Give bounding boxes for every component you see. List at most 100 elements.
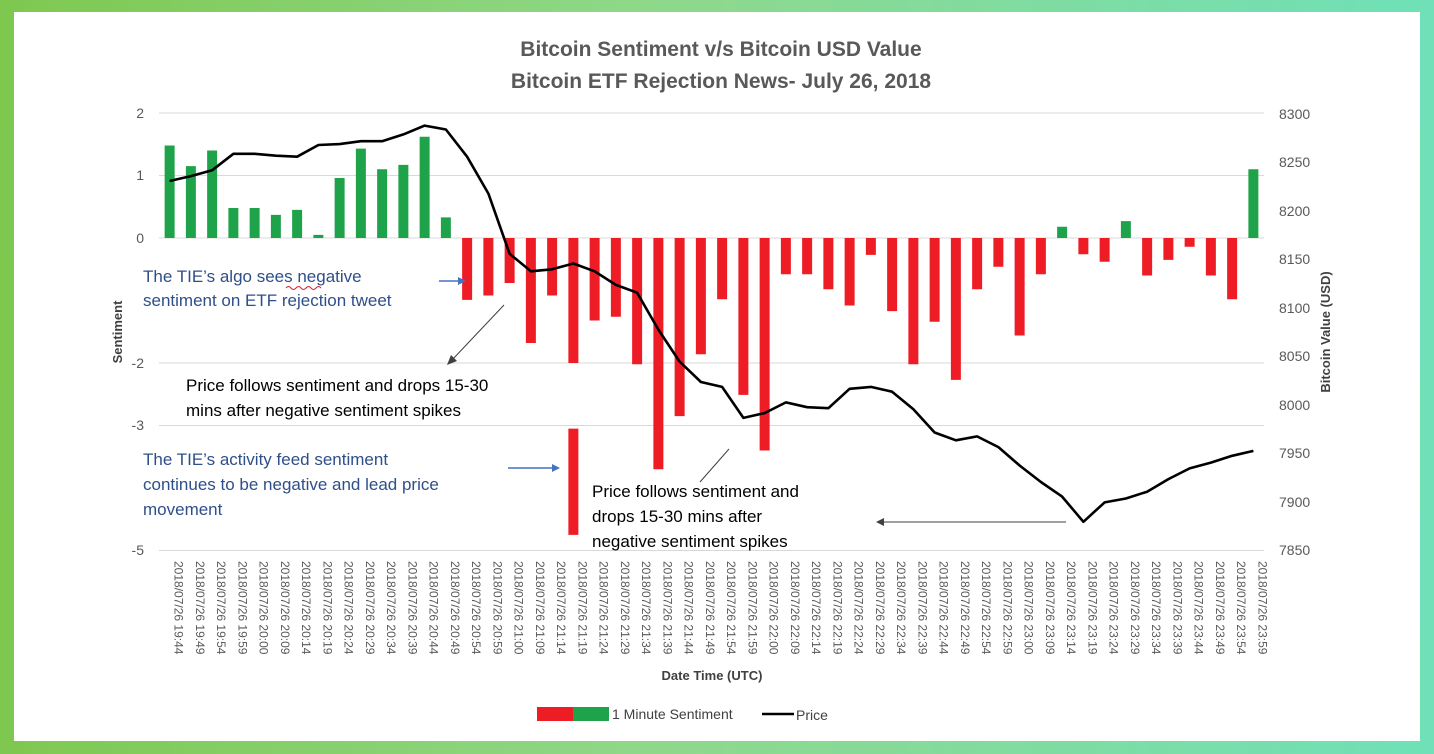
- sentiment-bar: [717, 238, 728, 300]
- x-tick-label: 2018/07/26 20:59: [490, 561, 504, 655]
- sentiment-bar: [292, 209, 303, 238]
- sentiment-bar: [207, 150, 218, 238]
- sentiment-bar: [1057, 226, 1068, 238]
- x-tick-label: 2018/07/26 23:19: [1085, 561, 1099, 655]
- chart-frame: Bitcoin Sentiment v/s Bitcoin USD Value …: [14, 12, 1420, 741]
- annotation-text: The TIE’s algo sees negative: [143, 267, 362, 286]
- annotation-text: negative sentiment spikes: [592, 532, 788, 551]
- sentiment-bar: [823, 238, 834, 290]
- sentiment-bar: [780, 238, 791, 275]
- sentiment-bar: [334, 178, 345, 238]
- sentiment-bar: [993, 238, 1004, 267]
- x-tick-label: 2018/07/26 22:29: [873, 561, 887, 655]
- x-tick-label: 2018/07/26 23:00: [1022, 561, 1036, 655]
- right-tick: 7950: [1279, 445, 1310, 461]
- x-tick-label: 2018/07/26 21:59: [745, 561, 759, 655]
- sentiment-bar: [1120, 221, 1131, 238]
- x-tick-label: 2018/07/26 21:09: [533, 561, 547, 655]
- x-tick-label: 2018/07/26 21:29: [618, 561, 632, 655]
- sentiment-bar: [185, 166, 196, 238]
- right-tick: 8000: [1279, 397, 1310, 413]
- sentiment-bar: [1163, 238, 1174, 260]
- left-tick: 0: [136, 230, 144, 246]
- sentiment-bar: [908, 238, 919, 365]
- sentiment-bar: [1099, 238, 1110, 262]
- annotation-text: continues to be negative and lead price: [143, 475, 439, 494]
- x-tick-label: 2018/07/26 20:44: [427, 561, 441, 655]
- sentiment-bar: [419, 136, 430, 238]
- annotation-algo: The TIE’s algo sees negative sentiment o…: [143, 267, 392, 310]
- annotation-text: mins after negative sentiment spikes: [186, 401, 461, 420]
- sentiment-bar: [1205, 238, 1216, 276]
- sentiment-bar: [738, 238, 749, 395]
- x-tick-label: 2018/07/26 22:59: [1000, 561, 1014, 655]
- right-axis-label: Bitcoin Value (USD): [1318, 271, 1333, 392]
- x-tick-label: 2018/07/26 21:00: [512, 561, 526, 655]
- legend: 1 Minute Sentiment Price: [537, 706, 828, 723]
- x-tick-label: 2018/07/26 20:34: [384, 561, 398, 655]
- sentiment-bar: [398, 164, 409, 238]
- annotation-text: Price follows sentiment and: [592, 482, 799, 501]
- x-tick-label: 2018/07/26 22:54: [979, 561, 993, 655]
- x-tick-label: 2018/07/26 20:54: [469, 561, 483, 655]
- right-tick: 8300: [1279, 106, 1310, 122]
- sentiment-bar: [653, 238, 664, 470]
- x-tick-label: 2018/07/26 19:49: [193, 561, 207, 655]
- sentiment-bar: [1078, 238, 1089, 255]
- x-tick-label: 2018/07/26 20:39: [405, 561, 419, 655]
- x-tick-label: 2018/07/26 22:49: [958, 561, 972, 655]
- x-tick-label: 2018/07/26 20:49: [448, 561, 462, 655]
- annotation-arrows: [439, 277, 1066, 526]
- x-tick-label: 2018/07/26 21:44: [682, 561, 696, 655]
- sentiment-bar: [270, 214, 281, 238]
- right-tick: 8250: [1279, 154, 1310, 170]
- sentiment-bar: [929, 238, 940, 322]
- x-axis-label: Date Time (UTC): [662, 668, 763, 683]
- chart-title: Bitcoin Sentiment v/s Bitcoin USD Value: [520, 38, 921, 61]
- sentiment-bar: [950, 238, 961, 380]
- right-tick: 8050: [1279, 348, 1310, 364]
- sentiment-bar: [1142, 238, 1153, 276]
- x-tick-label: 2018/07/26 19:54: [214, 561, 228, 655]
- sentiment-bar: [377, 169, 388, 238]
- arrow-head: [552, 464, 560, 472]
- sentiment-bar-extension: [568, 428, 579, 535]
- annotation-activity-feed: The TIE’s activity feed sentiment contin…: [143, 450, 439, 519]
- x-tick-label: 2018/07/26 23:29: [1128, 561, 1142, 655]
- sentiment-bar: [695, 238, 706, 355]
- x-tick-label: 2018/07/26 22:24: [852, 561, 866, 655]
- sentiment-bar: [228, 208, 239, 238]
- x-tick-label: 2018/07/26 22:19: [830, 561, 844, 655]
- legend-swatch-positive: [573, 707, 609, 721]
- x-tick-label: 2018/07/26 21:49: [703, 561, 717, 655]
- sentiment-bar: [313, 234, 324, 238]
- sentiment-bar: [525, 238, 536, 343]
- legend-sentiment-label: 1 Minute Sentiment: [612, 706, 733, 722]
- right-tick: 8100: [1279, 300, 1310, 316]
- left-tick: -5: [132, 542, 145, 558]
- x-tick-label: 2018/07/26 19:59: [235, 561, 249, 655]
- left-axis-label: Sentiment: [110, 300, 125, 364]
- x-tick-labels: 2018/07/26 19:44 2018/07/26 19:49 2018/07/…: [172, 561, 1270, 655]
- x-tick-label: 2018/07/26 21:14: [554, 561, 568, 655]
- sentiment-bar: [355, 148, 366, 238]
- price-line: [169, 124, 1254, 524]
- x-tick-label: 2018/07/26 23:54: [1234, 561, 1248, 655]
- sentiment-bar: [1035, 238, 1046, 275]
- sentiment-bar: [972, 238, 983, 290]
- sentiment-bar: [589, 238, 600, 321]
- arrow-price-2-pointer: [699, 448, 730, 483]
- x-tick-label: 2018/07/26 23:59: [1255, 561, 1269, 655]
- right-tick: 8150: [1279, 251, 1310, 267]
- sentiment-bar: [844, 238, 855, 306]
- arrow-head: [458, 277, 466, 285]
- left-tick: -3: [132, 417, 145, 433]
- legend-price-label: Price: [796, 707, 828, 723]
- sentiment-bar: [249, 208, 260, 238]
- x-tick-label: 2018/07/26 20:09: [278, 561, 292, 655]
- sentiment-bar: [483, 238, 494, 296]
- x-tick-label: 2018/07/26 21:39: [660, 561, 674, 655]
- annotation-text: The TIE’s activity feed sentiment: [143, 450, 388, 469]
- x-tick-label: 2018/07/26 22:39: [915, 561, 929, 655]
- x-tick-label: 2018/07/26 23:09: [1043, 561, 1057, 655]
